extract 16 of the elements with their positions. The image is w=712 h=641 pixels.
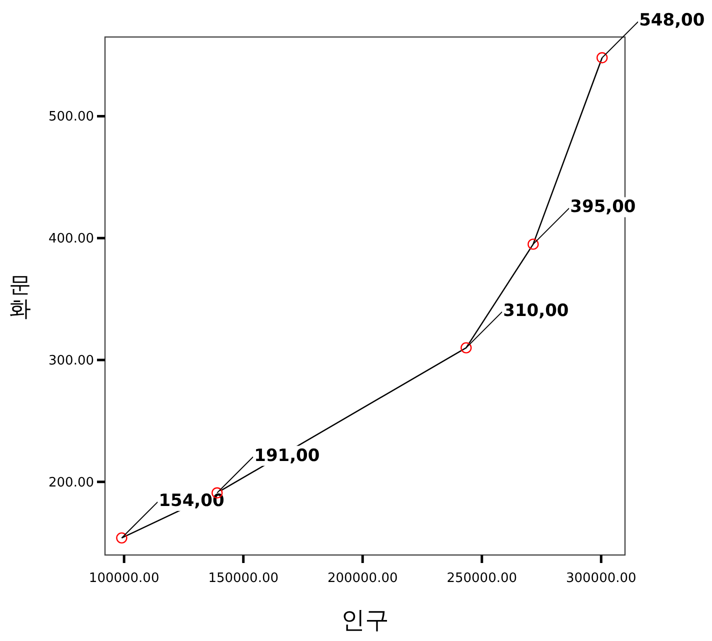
x-tick-label: 150000.00 [208, 571, 279, 586]
data-label: 310,00 [503, 300, 569, 321]
y-tick-label: 400.00 [48, 232, 94, 247]
x-tick-label: 250000.00 [446, 571, 518, 586]
y-tick-label: 200.00 [48, 475, 94, 490]
data-label: 548,00 [639, 10, 705, 31]
y-tick-label: 500.00 [48, 110, 94, 125]
x-tick-label: 100000.00 [88, 571, 160, 586]
y-axis-title: 문화 [9, 273, 31, 322]
y-tick-label: 300.00 [48, 353, 94, 368]
data-label: 154,00 [158, 490, 224, 511]
x-axis-title: 인구 [341, 606, 389, 634]
data-label: 395,00 [570, 197, 636, 218]
data-label: 191,00 [254, 446, 320, 466]
x-tick-label: 200000.00 [327, 571, 398, 586]
x-tick-label: 300000.00 [566, 571, 636, 586]
